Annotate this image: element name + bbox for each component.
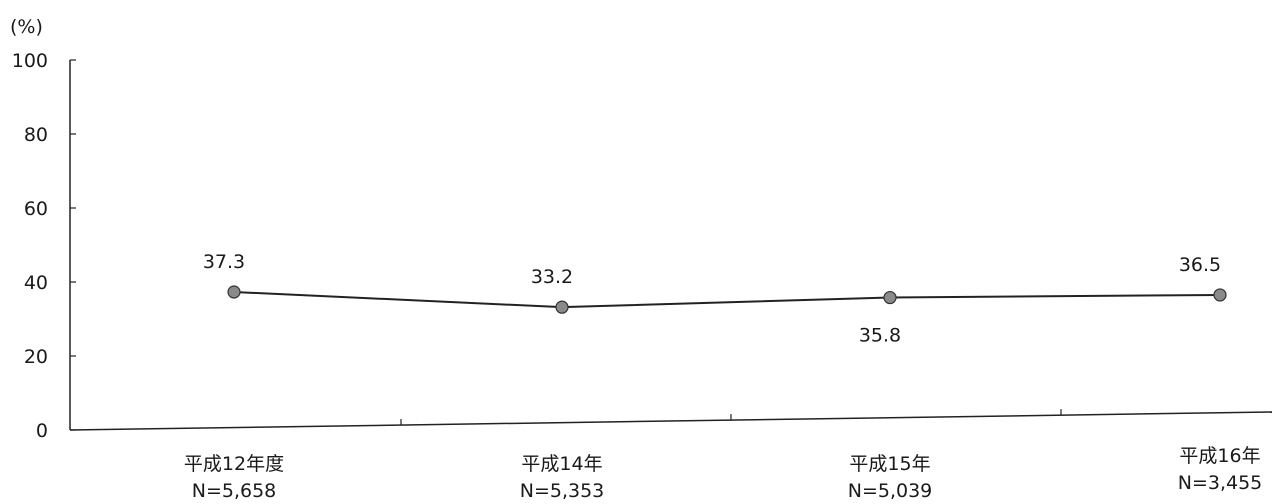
series-line xyxy=(233,290,1221,309)
data-point-marker xyxy=(555,300,569,314)
y-tick-label: 20 xyxy=(24,346,48,368)
series-layer xyxy=(227,285,1227,314)
x-axis: 平成12年度 N=5,658 平成14年 N=5,353 平成15年 N=5,039 平成1… xyxy=(69,409,1273,502)
x-category-label: 平成12年度 xyxy=(184,453,284,475)
x-category-n-label: N=5,658 xyxy=(192,480,277,502)
y-axis-unit-label: (%) xyxy=(10,16,43,38)
x-category-n-label: N=5,039 xyxy=(848,480,933,502)
data-value-label: 36.5 xyxy=(1179,254,1221,276)
y-tick-label: 60 xyxy=(24,198,48,220)
data-point-marker xyxy=(227,285,241,299)
x-category-label: 平成15年 xyxy=(849,453,930,475)
y-tick-label: 0 xyxy=(36,420,48,442)
y-tick-label: 40 xyxy=(24,272,48,294)
x-category-n-label: N=3,455 xyxy=(1178,472,1263,494)
y-axis: 0 20 40 60 80 100 xyxy=(12,50,76,442)
y-tick-label: 80 xyxy=(24,124,48,146)
data-value-label: 35.8 xyxy=(859,325,901,347)
data-value-label: 33.2 xyxy=(531,266,573,288)
labels-layer: 37.3 33.2 35.8 36.5 xyxy=(203,251,1221,347)
x-category-n-label: N=5,353 xyxy=(520,480,605,502)
data-value-label: 37.3 xyxy=(203,251,245,273)
data-point-marker xyxy=(1213,288,1227,302)
y-tick-label: 100 xyxy=(12,50,48,72)
x-category-label: 平成16年 xyxy=(1179,445,1260,467)
data-point-marker xyxy=(883,290,897,305)
x-category-label: 平成14年 xyxy=(521,453,602,475)
x-axis-line xyxy=(69,411,1273,431)
